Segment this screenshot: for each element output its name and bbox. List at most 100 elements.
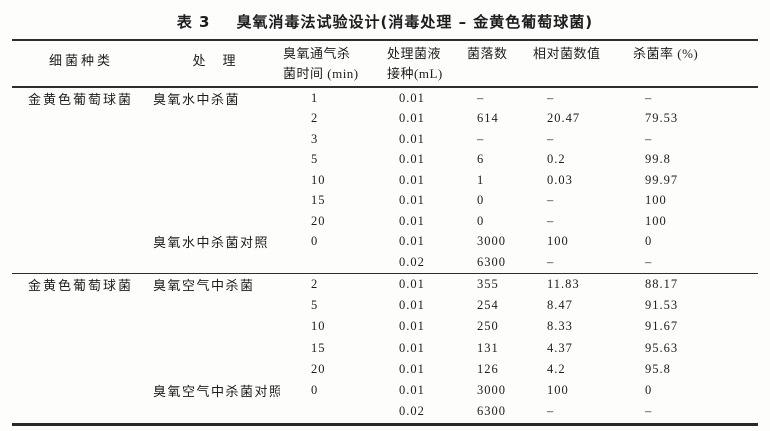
cell-ozone-time: 10: [311, 319, 326, 334]
column-header-line: 菌落数: [467, 46, 508, 61]
cell-colony-count: 6300: [477, 404, 506, 419]
cell-ozone-time: [280, 252, 385, 273]
column-header-line: 处 理: [192, 53, 238, 68]
cell-ozone-time: 0: [311, 383, 319, 398]
column-header-inoculation: 处理菌液 接种(mL): [385, 40, 460, 87]
cell-relative-count: 100: [547, 383, 569, 398]
cell-ozone-time: 2: [280, 272, 385, 295]
cell-kill-rate: 0: [645, 234, 653, 249]
cell-kill-rate: –: [645, 90, 653, 105]
cell-inoculation: 0.01: [399, 90, 425, 105]
cell-kill-rate: 95.63: [645, 340, 679, 355]
cell-colony-count: 254: [477, 297, 499, 312]
cell-ozone-time: 3: [311, 131, 319, 146]
cell-treatment: [150, 295, 280, 316]
cell-colony-count: –: [477, 131, 485, 146]
cell-kill-rate: –: [645, 404, 653, 419]
table-row: 0.02 6300 – –: [12, 401, 758, 424]
cell-inoculation: 0.01: [399, 340, 425, 355]
column-header-line: 细菌种类: [48, 53, 113, 68]
cell-colony-count: 1: [477, 172, 485, 187]
cell-kill-rate: 91.53: [645, 297, 679, 312]
table-row: 15 0.01 131 4.37 95.63: [12, 337, 758, 358]
cell-relative-count: 11.83: [530, 272, 628, 295]
cell-inoculation: 0.01: [385, 272, 460, 295]
cell-colony-count: 0: [477, 213, 485, 228]
column-header-line: 杀菌率 (%): [633, 46, 699, 61]
cell-species: 金黄色葡萄球菌: [28, 91, 134, 107]
table-row: 臭氧水中杀菌对照 0 0.01 3000 100 0: [12, 232, 758, 253]
cell-ozone-time: 20: [311, 361, 326, 376]
cell-treatment: [150, 150, 280, 171]
cell-relative-count: –: [547, 254, 555, 269]
cell-species: [12, 211, 150, 232]
cell-colony-count: 3000: [477, 234, 506, 249]
cell-species: [12, 232, 150, 253]
cell-colony-count: 3000: [477, 383, 506, 398]
cell-ozone-time: 1: [311, 90, 319, 105]
cell-inoculation: 0.02: [399, 254, 425, 269]
cell-kill-rate: 79.53: [645, 111, 679, 126]
cell-relative-count: 20.47: [547, 111, 581, 126]
cell-species: [12, 401, 150, 424]
column-header-colony-count: 菌落数: [460, 40, 530, 87]
cell-colony-count: 131: [477, 340, 499, 355]
cell-treatment: [150, 359, 280, 380]
cell-kill-rate: 91.67: [645, 319, 679, 334]
cell-treatment: [150, 211, 280, 232]
cell-colony-count: 250: [477, 319, 499, 334]
table-row: 20 0.01 0 – 100: [12, 211, 758, 232]
cell-kill-rate: 100: [645, 193, 667, 208]
cell-kill-rate: 99.8: [645, 152, 671, 167]
cell-treatment: [150, 109, 280, 130]
table-header: 细菌种类处 理臭氧通气杀 菌时间 (min) 处理菌液 接种(mL) 菌落数 相对菌数值杀…: [12, 40, 758, 87]
table-row: 5 0.01 6 0.2 99.8: [12, 150, 758, 171]
cell-colony-count: –: [477, 90, 485, 105]
cell-ozone-time: 2: [311, 111, 319, 126]
cell-colony-count: 614: [477, 111, 499, 126]
cell-treatment: [150, 316, 280, 337]
table-row: 10 0.01 1 0.03 99.97: [12, 170, 758, 191]
cell-relative-count: –: [547, 90, 555, 105]
cell-colony-count: 6300: [477, 254, 506, 269]
cell-relative-count: 8.33: [547, 319, 573, 334]
row-group-water: 金黄色葡萄球菌 臭氧水中杀菌 1 0.01 – – – 2 0.01 614 20.47 79.53 3…: [12, 87, 758, 273]
table-row: 10 0.01 250 8.33 91.67: [12, 316, 758, 337]
cell-ozone-time: 0: [311, 234, 319, 249]
table-row: 3 0.01 – – –: [12, 129, 758, 150]
table-number: 表 3: [176, 13, 211, 31]
cell-species: [12, 191, 150, 212]
cell-kill-rate: 95.8: [645, 361, 671, 376]
data-table: 细菌种类处 理臭氧通气杀 菌时间 (min) 处理菌液 接种(mL) 菌落数 相对菌数值杀…: [12, 39, 758, 426]
cell-kill-rate: –: [645, 131, 653, 146]
cell-inoculation: 0.01: [399, 111, 425, 126]
cell-treatment: 臭氧空气中杀菌: [150, 272, 280, 295]
cell-treatment: [150, 252, 280, 273]
cell-treatment: [150, 401, 280, 424]
cell-inoculation: 0.01: [399, 213, 425, 228]
header-row: 细菌种类处 理臭氧通气杀 菌时间 (min) 处理菌液 接种(mL) 菌落数 相对菌数值杀…: [12, 40, 758, 87]
cell-species: [12, 337, 150, 358]
cell-relative-count: –: [547, 404, 555, 419]
cell-ozone-time: 5: [311, 297, 319, 312]
column-header-kill-rate: 杀菌率 (%): [628, 40, 758, 87]
cell-species: [12, 150, 150, 171]
cell-inoculation: 0.01: [399, 131, 425, 146]
cell-kill-rate: 0: [645, 383, 653, 398]
table-row: 0.02 6300 – –: [12, 252, 758, 273]
cell-kill-rate: 99.97: [645, 172, 679, 187]
column-header-line: 臭氧通气杀: [283, 45, 351, 61]
table-row: 臭氧空气中杀菌对照 0 0.01 3000 100 0: [12, 380, 758, 401]
cell-inoculation: 0.01: [399, 234, 425, 249]
cell-colony-count: 126: [477, 361, 499, 376]
cell-relative-count: 0.03: [547, 172, 573, 187]
column-header-line: 处理菌液: [387, 45, 442, 61]
cell-treatment: 臭氧水中杀菌: [153, 91, 241, 107]
cell-kill-rate: 88.17: [628, 272, 758, 295]
cell-ozone-time: 20: [311, 213, 326, 228]
cell-species: [12, 252, 150, 273]
row-group-air: 金黄色葡萄球菌 臭氧空气中杀菌 2 0.01 355 11.83 88.17 5 0.01 254…: [12, 272, 758, 424]
cell-species: [12, 129, 150, 150]
cell-kill-rate: –: [645, 254, 653, 269]
